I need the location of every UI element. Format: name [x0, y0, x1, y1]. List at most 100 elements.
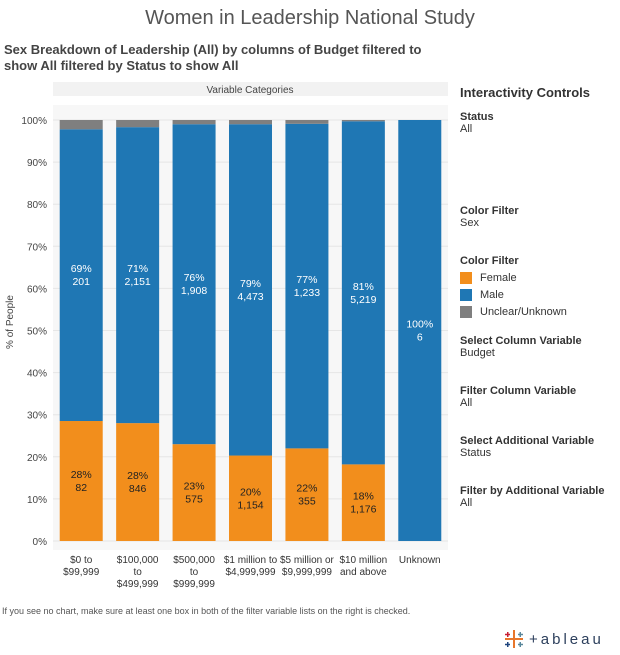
filter-additional-value[interactable]: All	[460, 497, 473, 509]
x-tick-label: $499,999	[117, 579, 159, 590]
female-swatch	[460, 272, 472, 284]
color-filter-control[interactable]: Color Filter Sex	[460, 205, 519, 229]
x-tick-label: $999,999	[173, 579, 215, 590]
bar-segment-female[interactable]	[59, 421, 103, 541]
filter-column-label: Filter Column Variable	[460, 385, 577, 397]
color-filter-value[interactable]: Sex	[460, 217, 479, 229]
bar-segment-female[interactable]	[285, 448, 329, 541]
data-label-count: 4,473	[237, 291, 263, 303]
x-tick-label: $1 million to	[224, 555, 278, 566]
y-tick-label: 100%	[21, 116, 47, 127]
bar-segment-male[interactable]	[59, 129, 103, 422]
x-tick-label: $4,999,999	[225, 567, 275, 578]
data-label-percent: 22%	[296, 483, 317, 495]
filter-additional-label: Filter by Additional Variable	[460, 485, 605, 497]
x-tick-label: to	[133, 567, 142, 578]
filter-column-control[interactable]: Filter Column Variable All	[460, 385, 576, 409]
select-additional-control[interactable]: Select Additional Variable Status	[460, 435, 594, 459]
bar-segment-female[interactable]	[341, 464, 385, 541]
select-column-control[interactable]: Select Column Variable Budget	[460, 335, 582, 359]
legend-unclear-label: Unclear/Unknown	[480, 306, 567, 318]
bar-segment-unclear-unknown[interactable]	[59, 120, 103, 130]
y-tick-label: 70%	[27, 242, 47, 253]
bar-segment-male[interactable]	[229, 124, 272, 456]
filter-additional-control[interactable]: Filter by Additional Variable All	[460, 485, 604, 509]
page-title: Women in Leadership National Study	[145, 7, 475, 29]
chart-header: Variable Categories	[206, 85, 293, 96]
chart-header-bg	[53, 82, 448, 96]
x-tick-label: $9,999,999	[282, 567, 332, 578]
data-label-count: 846	[129, 483, 147, 495]
legend-male-label: Male	[480, 289, 504, 301]
bar-segment-unclear-unknown[interactable]	[285, 120, 329, 124]
data-label-count: 1,908	[181, 285, 207, 297]
data-label-percent: 28%	[127, 470, 148, 482]
status-control[interactable]: Status All	[460, 111, 494, 135]
select-additional-value[interactable]: Status	[460, 447, 492, 459]
y-tick-label: 50%	[27, 327, 47, 338]
x-tick-label: $500,000	[173, 555, 215, 566]
data-label-percent: 71%	[127, 263, 148, 275]
chart-title: Sex Breakdown of Leadership (All) by col…	[4, 42, 422, 73]
data-label-percent: 20%	[240, 486, 261, 498]
bar-segment-unclear-unknown[interactable]	[341, 120, 385, 122]
legend-label: Color Filter	[460, 255, 519, 267]
data-label-count: 5,219	[350, 294, 376, 306]
bar-segment-female[interactable]	[116, 423, 160, 541]
y-tick-label: 90%	[27, 158, 47, 169]
select-additional-label: Select Additional Variable	[460, 435, 595, 447]
data-label-count: 6	[417, 332, 423, 344]
x-tick-label: $100,000	[117, 555, 159, 566]
y-tick-label: 20%	[27, 453, 47, 464]
data-label-percent: 28%	[71, 469, 92, 481]
select-column-value[interactable]: Budget	[460, 347, 495, 359]
bar-segment-unclear-unknown[interactable]	[172, 120, 216, 125]
legend-female-label: Female	[480, 272, 517, 284]
x-tick-label: and above	[340, 567, 387, 578]
data-label-count: 201	[72, 276, 90, 288]
data-label-percent: 77%	[296, 274, 317, 286]
bar-segment-male[interactable]	[172, 124, 216, 445]
y-tick-label: 40%	[27, 369, 47, 380]
color-legend: Color Filter Female Male Unclear/Unknown	[460, 255, 567, 318]
bar-segment-unclear-unknown[interactable]	[229, 120, 272, 125]
data-label-count: 575	[185, 494, 203, 506]
male-swatch	[460, 289, 472, 301]
select-column-label: Select Column Variable	[460, 335, 582, 347]
x-tick-label: $99,999	[63, 567, 100, 578]
bar-segment-female[interactable]	[229, 455, 272, 541]
tableau-logo: +ableau	[503, 628, 604, 650]
footnote: If you see no chart, make sure at least …	[2, 606, 411, 616]
data-label-count: 355	[298, 496, 316, 508]
unclear-swatch	[460, 306, 472, 318]
bar-segment-male[interactable]	[398, 120, 442, 541]
x-tick-label: to	[190, 567, 199, 578]
legend-item-female[interactable]: Female	[460, 272, 567, 284]
bar-segment-female[interactable]	[172, 444, 216, 541]
data-label-percent: 18%	[353, 491, 374, 503]
x-tick-label: $5 million or	[280, 555, 335, 566]
y-tick-label: 30%	[27, 411, 47, 422]
panel-title: Interactivity Controls	[460, 85, 591, 100]
color-filter-label: Color Filter	[460, 205, 519, 217]
data-label-count: 2,151	[125, 276, 151, 288]
bar-segment-male[interactable]	[116, 127, 160, 424]
data-label-percent: 76%	[184, 272, 205, 284]
y-axis-label: % of People	[5, 295, 16, 349]
status-value[interactable]: All	[460, 123, 473, 135]
bar-segment-unclear-unknown[interactable]	[116, 120, 160, 128]
filter-column-value[interactable]: All	[460, 397, 473, 409]
legend-item-unclear[interactable]: Unclear/Unknown	[460, 306, 567, 318]
data-label-percent: 100%	[406, 319, 433, 331]
bar-segment-male[interactable]	[341, 121, 385, 465]
data-label-count: 1,233	[294, 287, 320, 299]
tableau-cross-icon	[505, 630, 523, 648]
y-tick-label: 80%	[27, 200, 47, 211]
data-label-percent: 79%	[240, 278, 261, 290]
bar-segment-male[interactable]	[285, 123, 329, 449]
legend-item-male[interactable]: Male	[460, 289, 567, 301]
x-tick-label: $0 to	[70, 555, 93, 566]
data-label-count: 82	[75, 482, 87, 494]
interactivity-panel: Interactivity Controls Status All Color …	[460, 85, 618, 509]
stacked-bar-chart: Variable Categories 0% 10% 20% 30% 40% 50% 60%…	[5, 82, 448, 590]
